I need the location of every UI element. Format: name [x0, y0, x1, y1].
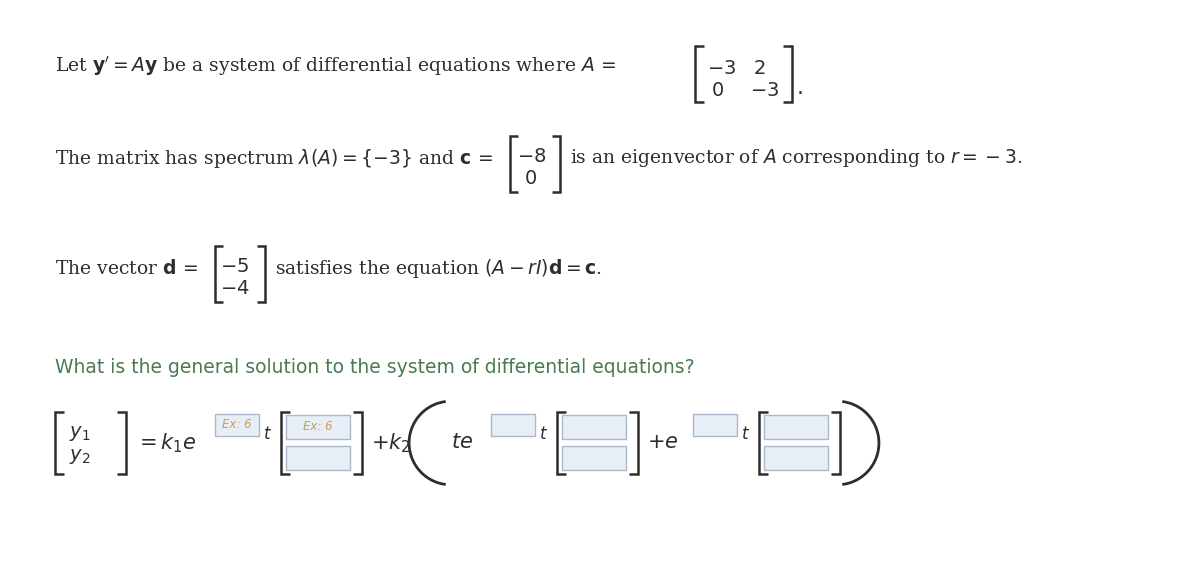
Text: What is the general solution to the system of differential equations?: What is the general solution to the syst… — [55, 358, 695, 377]
FancyBboxPatch shape — [491, 414, 535, 436]
Text: $+ k_2$: $+ k_2$ — [371, 431, 410, 455]
Text: $y_1$: $y_1$ — [70, 424, 90, 443]
Text: Ex: 6: Ex: 6 — [304, 420, 332, 434]
Text: Let $\mathbf{y}' = A\mathbf{y}$ be a system of differential equations where $A\,: Let $\mathbf{y}' = A\mathbf{y}$ be a sys… — [55, 54, 617, 78]
Text: $-5$: $-5$ — [220, 258, 250, 276]
FancyBboxPatch shape — [764, 415, 828, 439]
Text: $0$: $0$ — [710, 82, 724, 100]
FancyBboxPatch shape — [562, 415, 626, 439]
Text: $t$: $t$ — [742, 426, 750, 443]
FancyBboxPatch shape — [562, 446, 626, 470]
Text: $t$: $t$ — [539, 426, 548, 443]
Text: $-8$: $-8$ — [517, 148, 546, 166]
Text: The matrix has spectrum $\lambda(A) = \{-3\}$ and $\mathbf{c}\,=$: The matrix has spectrum $\lambda(A) = \{… — [55, 146, 493, 169]
Text: $y_2$: $y_2$ — [70, 447, 90, 466]
FancyBboxPatch shape — [286, 446, 350, 470]
FancyBboxPatch shape — [764, 446, 828, 470]
Text: satisfies the equation $(A - rI)\mathbf{d} = \mathbf{c}$.: satisfies the equation $(A - rI)\mathbf{… — [275, 256, 602, 280]
FancyBboxPatch shape — [215, 414, 259, 436]
Text: .: . — [797, 78, 804, 98]
Text: $2$: $2$ — [754, 60, 766, 78]
Text: $0$: $0$ — [524, 170, 536, 188]
Text: The vector $\mathbf{d}\,=$: The vector $\mathbf{d}\,=$ — [55, 259, 198, 277]
FancyBboxPatch shape — [286, 415, 350, 439]
Text: $-3$: $-3$ — [750, 82, 779, 100]
Text: $= k_1 e$: $= k_1 e$ — [134, 431, 197, 455]
Text: Ex: 6: Ex: 6 — [222, 419, 252, 431]
Text: $+ e$: $+ e$ — [647, 434, 678, 452]
Text: is an eigenvector of $A$ corresponding to $r = -3$.: is an eigenvector of $A$ corresponding t… — [570, 147, 1022, 169]
Text: $t$: $t$ — [263, 426, 272, 443]
FancyBboxPatch shape — [694, 414, 737, 436]
Text: $te$: $te$ — [451, 434, 473, 452]
Text: $-3$: $-3$ — [707, 60, 736, 78]
Text: $-4$: $-4$ — [220, 280, 250, 298]
